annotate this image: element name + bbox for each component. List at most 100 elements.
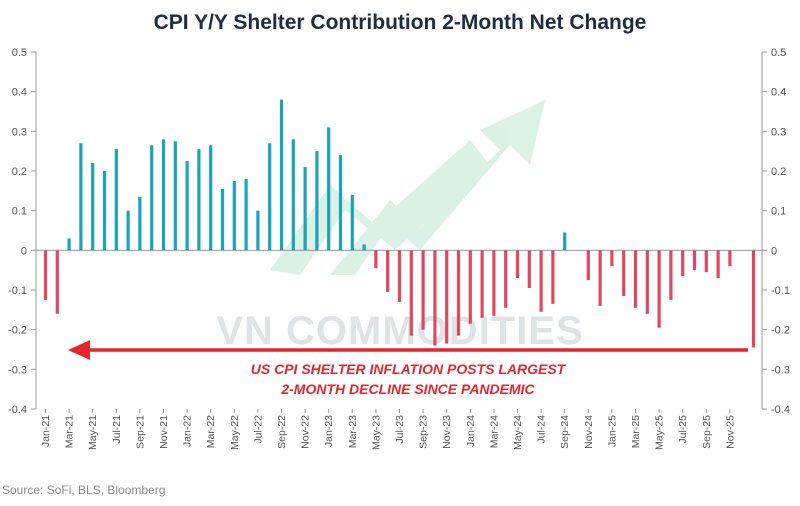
bar (150, 145, 154, 251)
x-tick-label: May-24 (512, 415, 524, 450)
x-tick-label: Mar-25 (630, 415, 642, 448)
x-tick-label: Mar-22 (205, 415, 217, 448)
x-tick-label: Jul-25 (677, 415, 689, 444)
x-tick-label: Jan-25 (606, 415, 618, 447)
y-tick-label-right: 0 (771, 245, 777, 257)
bar (374, 250, 378, 269)
x-tick-label: Jan-23 (323, 415, 335, 447)
bar (421, 250, 425, 330)
x-tick-label: Jul-23 (394, 415, 406, 444)
y-tick-label-left: 0.2 (12, 166, 27, 178)
bar (622, 250, 626, 296)
y-tick-label-left: -0.1 (8, 285, 27, 297)
bar-series (43, 99, 756, 348)
y-axis-left: 0.5 0.4 0.3 0.2 0.1 0 -0.1 -0.2 -0.3 -0.4 (8, 47, 36, 416)
x-tick-label: Jan-22 (182, 415, 194, 447)
x-tick-label: Nov-22 (300, 415, 312, 449)
x-tick-label: Sep-23 (418, 415, 430, 449)
bar (197, 149, 201, 251)
x-tick-label: Sep-21 (134, 415, 146, 449)
bar (362, 244, 366, 251)
bar (645, 250, 649, 314)
y-tick-label-right: -0.4 (771, 404, 790, 416)
bar (209, 145, 213, 251)
bar (102, 171, 107, 251)
y-tick-label-left: 0.3 (12, 126, 27, 138)
x-axis: Jan-21 Mar-21 May-21 Jul-21 Sep-21 Nov-21 Jan-… (40, 409, 736, 450)
x-tick-label: Nov-25 (724, 415, 736, 449)
bar (515, 250, 520, 279)
bar (315, 151, 319, 251)
x-tick-label: Nov-24 (583, 415, 595, 449)
bar (327, 127, 331, 251)
bar (55, 250, 59, 314)
x-tick-label: Nov-23 (441, 415, 453, 449)
bar (220, 188, 225, 251)
bar (386, 250, 390, 292)
x-tick-label: Jul-22 (252, 415, 264, 444)
x-tick-label: Mar-21 (64, 415, 76, 448)
annotation-line-1: US CPI SHELTER INFLATION POSTS LARGEST (251, 361, 567, 377)
x-tick-label: Sep-24 (559, 415, 571, 449)
bar (161, 139, 166, 251)
source-note: Source: SoFi, BLS, Bloomberg (2, 483, 165, 497)
bar (126, 210, 130, 251)
watermark-text: VN COMMODITIES (216, 309, 583, 353)
x-tick-label: May-23 (370, 415, 382, 450)
x-tick-label: May-21 (87, 415, 99, 450)
bar (91, 163, 95, 251)
x-tick-label: Jul-24 (536, 415, 548, 444)
y-tick-label-right: -0.3 (771, 364, 790, 376)
bar (692, 250, 697, 271)
y-tick-label-left: -0.4 (8, 404, 27, 416)
chart-title: CPI Y/Y Shelter Contribution 2-Month Net… (154, 11, 647, 34)
y-tick-label-right: 0.2 (771, 166, 786, 178)
bar (504, 250, 508, 308)
bar (704, 250, 708, 273)
bar (433, 250, 437, 346)
y-tick-label-left: 0.1 (12, 206, 27, 218)
y-tick-label-left: 0.4 (12, 87, 27, 99)
bar (551, 250, 555, 304)
x-tick-label: Sep-25 (701, 415, 713, 449)
bar (397, 250, 402, 302)
y-tick-label-right: 0.3 (771, 126, 786, 138)
watermark-logo-icon (270, 100, 545, 275)
bar (751, 250, 756, 348)
y-tick-label-right: 0.5 (771, 47, 786, 59)
bar (185, 161, 189, 251)
bar (633, 250, 638, 308)
x-tick-label: May-25 (654, 415, 666, 450)
bar (291, 139, 295, 251)
bar (79, 143, 83, 251)
x-tick-label: Mar-23 (347, 415, 359, 448)
y-tick-label-left: 0 (21, 245, 27, 257)
y-tick-label-right: -0.2 (771, 325, 790, 337)
x-tick-label: Sep-22 (276, 415, 288, 449)
bar (268, 143, 272, 251)
annotation-line-2: 2-MONTH DECLINE SINCE PANDEMIC (280, 381, 535, 397)
bar (728, 250, 732, 267)
y-axis-right: 0.5 0.4 0.3 0.2 0.1 0 -0.1 -0.2 -0.3 -0.4 (762, 47, 790, 416)
x-tick-label: Jan-24 (465, 415, 477, 447)
bar (468, 250, 472, 324)
x-tick-label: Jan-21 (40, 415, 52, 447)
bar (657, 250, 661, 328)
bar (256, 210, 260, 251)
y-tick-label-right: 0.4 (771, 87, 786, 99)
bar (114, 149, 118, 251)
y-tick-label-left: -0.2 (8, 325, 27, 337)
y-tick-label-right: 0.1 (771, 206, 786, 218)
bar (681, 250, 685, 277)
bar (138, 196, 142, 251)
x-tick-label: Mar-24 (488, 415, 500, 448)
x-tick-label: Nov-21 (158, 415, 170, 449)
y-tick-label-left: 0.5 (12, 47, 27, 59)
bar (456, 250, 461, 336)
x-tick-label: May-22 (229, 415, 241, 450)
y-tick-label-left: -0.3 (8, 364, 27, 376)
bar (43, 250, 48, 300)
x-tick-label: Jul-21 (111, 415, 123, 444)
bar (480, 250, 484, 318)
bar (303, 167, 307, 251)
